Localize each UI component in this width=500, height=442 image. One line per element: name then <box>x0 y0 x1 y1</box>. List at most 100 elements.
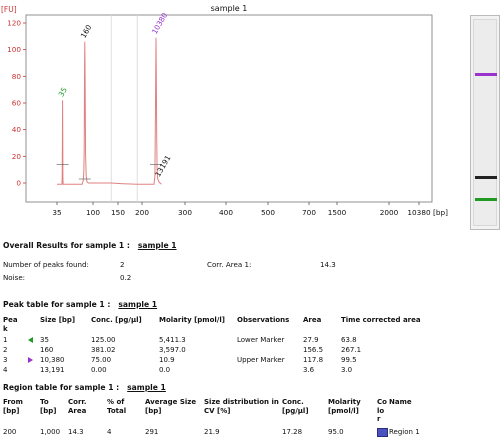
peak-table-cell-peak: 1 <box>3 336 8 344</box>
x-tick-label: 200 <box>135 208 149 217</box>
region-table-header: Co lo r <box>377 398 387 424</box>
upper-marker-icon <box>28 357 33 363</box>
x-tick-label: 400 <box>219 208 233 217</box>
peak-table-sample-link[interactable]: sample 1 <box>118 300 158 309</box>
peak-table-cell-area: 27.9 <box>303 336 319 344</box>
peak-label: 13191 <box>153 154 172 179</box>
noise-label: Noise: <box>3 273 26 282</box>
peak-table-cell-size: 35 <box>40 336 49 344</box>
chart-title: sample 1 <box>211 4 248 13</box>
peak-table-header: Observations <box>237 316 290 324</box>
x-tick-label: 10380 <box>407 208 431 217</box>
peak-label: 35 <box>57 86 69 99</box>
region-table-cell-corr-area: 14.3 <box>68 428 84 436</box>
x-tick-label: 100 <box>86 208 100 217</box>
peak-table-heading: Peak table for sample 1 : <box>3 300 111 309</box>
overall-results-heading: Overall Results for sample 1 : <box>3 241 130 250</box>
corr-area-value: 14.3 <box>320 260 336 269</box>
y-tick-label: 80 <box>12 72 22 81</box>
x-tick-label: 150 <box>111 208 125 217</box>
peak-table-cell-peak: 4 <box>3 366 8 374</box>
x-tick-label: 2000 <box>380 208 399 217</box>
region-table-header: To [bp] <box>40 398 57 415</box>
x-tick-label: 300 <box>178 208 192 217</box>
region-table-cell-average-size: 291 <box>145 428 159 436</box>
peak-table-cell-size: 13,191 <box>40 366 65 374</box>
peak-table-title: Peak table for sample 1 : sample 1 <box>3 300 157 309</box>
x-tick-label: 1500 <box>328 208 347 217</box>
region-table-header: % of Total <box>107 398 127 415</box>
peak-label: 10380 <box>150 11 170 36</box>
x-tick-label: 35 <box>52 208 61 217</box>
peak-table-header: Conc. [pg/µl] <box>91 316 142 324</box>
region-table-cell-conc: 17.28 <box>282 428 303 436</box>
peak-table-header: Size [bp] <box>40 316 76 324</box>
peak-table-header: Molarity [pmol/l] <box>159 316 225 324</box>
y-tick-label: 60 <box>12 99 22 108</box>
region-table-heading: Region table for sample 1 : <box>3 383 120 392</box>
region-table-header: Name <box>389 398 412 406</box>
x-tick-label: 700 <box>302 208 316 217</box>
peak-table-header: Time corrected area <box>341 316 421 324</box>
peak-table-cell-size: 160 <box>40 346 54 354</box>
region-table-header: Molarity [pmol/l] <box>328 398 361 415</box>
peak-table-cell-time-corrected-area: 99.5 <box>341 356 357 364</box>
overall-results-title: Overall Results for sample 1 : sample 1 <box>3 241 177 250</box>
region-table-header: Conc. [pg/µl] <box>282 398 309 415</box>
y-axis-unit-label: [FU] <box>1 5 17 14</box>
peak-table-cell-area: 3.6 <box>303 366 315 374</box>
peak-table-cell-conc: 0.00 <box>91 366 107 374</box>
peak-table-header: Area <box>303 316 322 324</box>
region-table-cell-to: 1,000 <box>40 428 61 436</box>
peak-table-cell-observation: Lower Marker <box>237 336 285 344</box>
region-table-header: Size distribution in CV [%] <box>204 398 279 415</box>
y-tick-label: 120 <box>7 19 21 28</box>
peak-table-cell-conc: 75.00 <box>91 356 112 364</box>
y-tick-label: 100 <box>7 45 21 54</box>
overall-sample-link[interactable]: sample 1 <box>137 241 177 250</box>
x-axis-unit-label: [bp] <box>433 208 448 217</box>
peak-table-cell-molarity: 10.9 <box>159 356 175 364</box>
peaks-found-value: 2 <box>120 260 125 269</box>
peak-table-cell-time-corrected-area: 267.1 <box>341 346 362 354</box>
gel-band <box>475 73 497 77</box>
peak-table-cell-area: 156.5 <box>303 346 324 354</box>
region-table-title: Region table for sample 1 : sample 1 <box>3 383 166 392</box>
peak-table-cell-conc: 125.00 <box>91 336 116 344</box>
corr-area-label: Corr. Area 1: <box>207 260 252 269</box>
peak-table-cell-molarity: 5,411.3 <box>159 336 186 344</box>
plot-frame <box>25 14 433 203</box>
region-table-header: Average Size [bp] <box>145 398 197 415</box>
peak-table-cell-size: 10,380 <box>40 356 65 364</box>
peaks-found-label: Number of peaks found: <box>3 260 89 269</box>
lower-marker-icon <box>28 337 33 343</box>
region-table-header: Corr. Area <box>68 398 87 415</box>
y-tick-label: 0 <box>16 179 21 188</box>
peak-table-cell-observation: Upper Marker <box>237 356 285 364</box>
gel-image <box>470 15 500 230</box>
gel-band <box>475 198 497 202</box>
peak-table-cell-time-corrected-area: 3.0 <box>341 366 353 374</box>
peak-table-cell-peak: 3 <box>3 356 8 364</box>
peak-table-cell-molarity: 0.0 <box>159 366 171 374</box>
electropherogram-trace <box>57 37 162 185</box>
x-tick-label: 500 <box>261 208 275 217</box>
y-tick-label: 20 <box>12 152 22 161</box>
y-tick-label: 40 <box>12 125 22 134</box>
peak-table-cell-peak: 2 <box>3 346 8 354</box>
peak-table-cell-conc: 381.02 <box>91 346 116 354</box>
region-table-cell-name: Region 1 <box>389 428 420 436</box>
gel-band <box>475 175 497 179</box>
region-color-swatch <box>377 428 388 437</box>
peak-table-header: Pea k <box>3 316 18 333</box>
peak-table-cell-area: 117.8 <box>303 356 324 364</box>
region-table-cell-from: 200 <box>3 428 17 436</box>
region-table-cell-cv: 21.9 <box>204 428 220 436</box>
peak-table-cell-time-corrected-area: 63.8 <box>341 336 357 344</box>
region-table-cell-percent-total: 4 <box>107 428 112 436</box>
region-table-header: From [bp] <box>3 398 23 415</box>
noise-value: 0.2 <box>120 273 132 282</box>
region-table-sample-link[interactable]: sample 1 <box>127 383 166 392</box>
peak-table-cell-molarity: 3,597.0 <box>159 346 186 354</box>
